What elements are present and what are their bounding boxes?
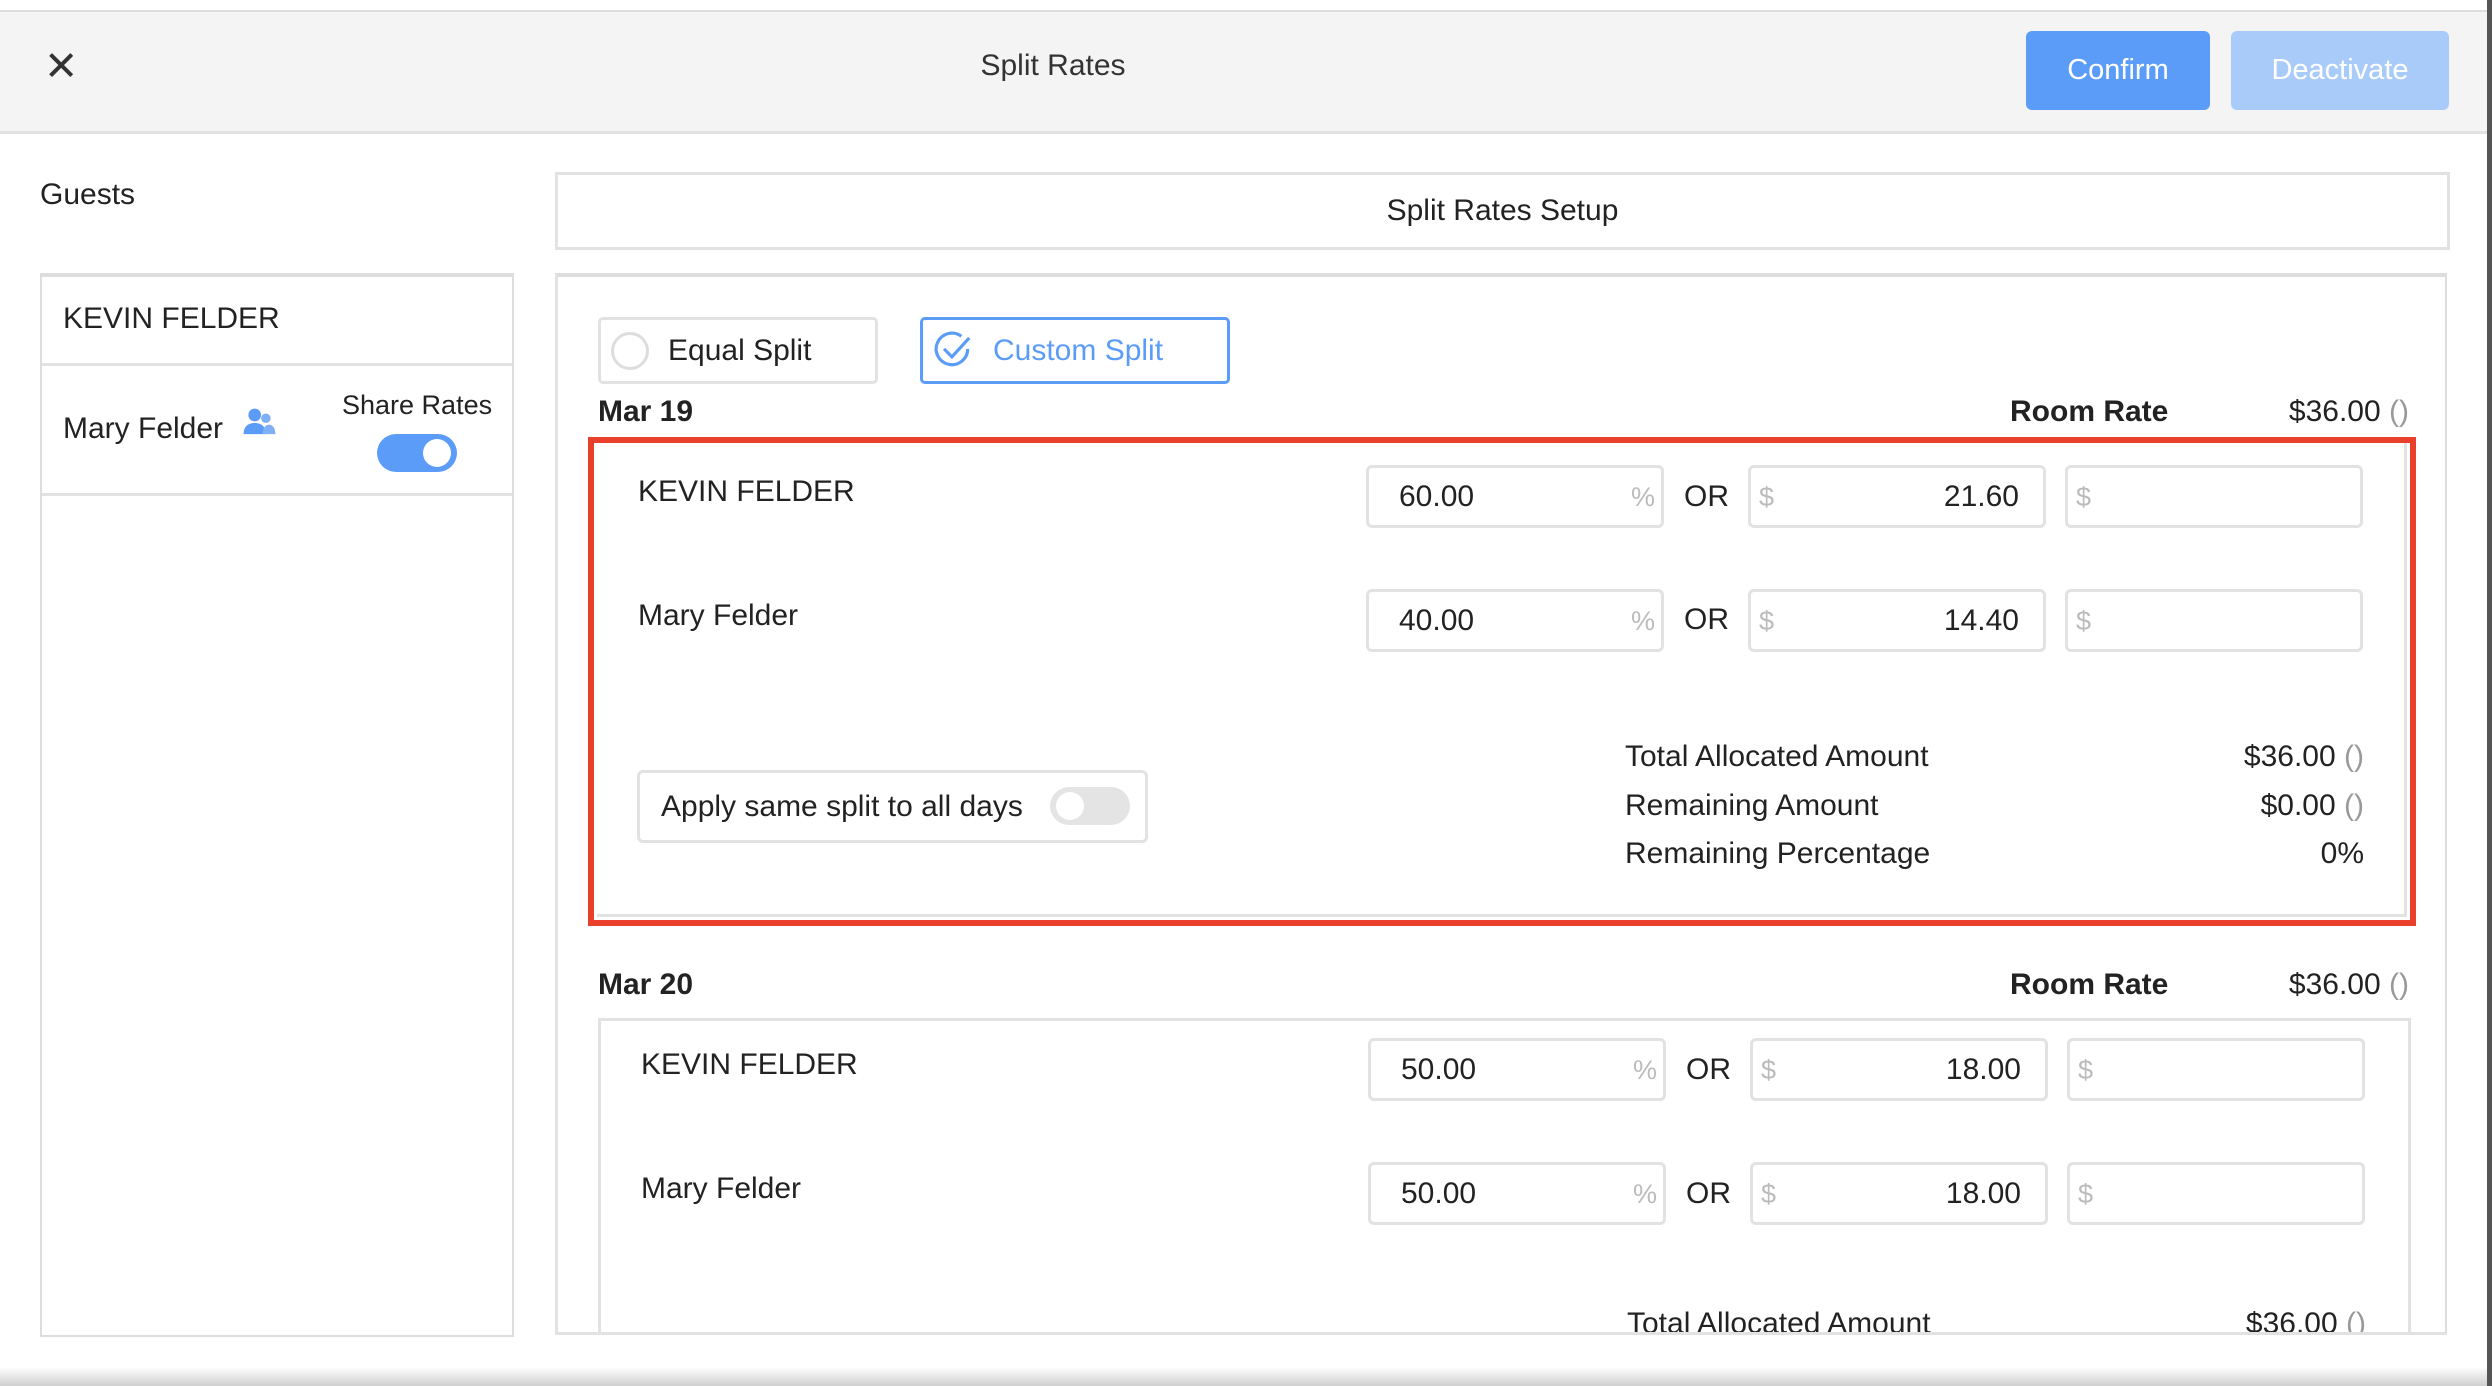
extra-amount-input[interactable]: $ — [2067, 1038, 2365, 1101]
split-guest-name: KEVIN FELDER — [641, 1048, 858, 1081]
confirm-button[interactable]: Confirm — [2026, 31, 2210, 110]
apply-same-split-toggle[interactable] — [1050, 787, 1130, 825]
guest-name: Mary Felder — [63, 412, 224, 445]
or-label: OR — [1686, 1177, 1731, 1210]
total-allocated-label: Total Allocated Amount — [1627, 1307, 1931, 1335]
modal-title: Split Rates — [980, 49, 1126, 82]
modal-header: ✕ Split Rates Confirm Deactivate — [0, 10, 2487, 134]
total-allocated-value: $36.00 () — [2245, 1307, 2366, 1335]
deactivate-button[interactable]: Deactivate — [2231, 31, 2449, 110]
split-guest-name: KEVIN FELDER — [638, 475, 855, 508]
custom-split-option[interactable]: Custom Split — [920, 317, 1230, 384]
close-icon[interactable]: ✕ — [44, 43, 79, 89]
share-rates-toggle[interactable] — [377, 434, 457, 472]
room-rate-value: $36.00 () — [2288, 395, 2409, 428]
extra-amount-input[interactable]: $ — [2065, 589, 2363, 652]
day-split-box: KEVIN FELDER 50.00% OR $18.00 $ Mary Fel… — [598, 1018, 2411, 1335]
check-circle-icon — [934, 331, 971, 367]
remaining-amount-label: Remaining Amount — [1625, 789, 1879, 822]
percent-input[interactable]: 60.00% — [1366, 465, 1664, 528]
apply-same-split-label: Apply same split to all days — [661, 790, 1023, 823]
percent-input[interactable]: 50.00% — [1368, 1038, 1666, 1101]
remaining-percentage-value: 0% — [2320, 837, 2364, 870]
setup-header: Split Rates Setup — [555, 172, 2450, 250]
amount-input[interactable]: $14.40 — [1748, 589, 2046, 652]
remaining-percentage-label: Remaining Percentage — [1625, 837, 1931, 870]
extra-amount-input[interactable]: $ — [2067, 1162, 2365, 1225]
users-icon — [243, 408, 276, 435]
room-rate-label: Room Rate — [2010, 968, 2169, 1001]
guest-name: KEVIN FELDER — [63, 302, 280, 335]
total-allocated-value: $36.00 () — [2243, 740, 2364, 773]
total-allocated-label: Total Allocated Amount — [1625, 740, 1929, 773]
split-guest-name: Mary Felder — [641, 1172, 802, 1205]
amount-input[interactable]: $18.00 — [1750, 1038, 2048, 1101]
guest-list: KEVIN FELDER Mary Felder Share Rates — [40, 273, 514, 1337]
or-label: OR — [1684, 480, 1729, 513]
window-edge — [2487, 0, 2492, 1386]
day-date: Mar 20 — [598, 968, 694, 1001]
guest-item-mary-felder[interactable]: Mary Felder Share Rates — [42, 366, 512, 496]
equal-split-option[interactable]: Equal Split — [598, 317, 878, 384]
percent-input[interactable]: 40.00% — [1366, 589, 1664, 652]
day-date: Mar 19 — [598, 395, 694, 428]
guest-item-kevin-felder[interactable]: KEVIN FELDER — [42, 277, 512, 366]
or-label: OR — [1686, 1053, 1731, 1086]
equal-split-label: Equal Split — [668, 333, 812, 367]
amount-input[interactable]: $18.00 — [1750, 1162, 2048, 1225]
or-label: OR — [1684, 603, 1729, 636]
amount-input[interactable]: $21.60 — [1748, 465, 2046, 528]
share-rates-label: Share Rates — [342, 390, 493, 420]
room-rate-value: $36.00 () — [2288, 968, 2409, 1001]
apply-same-split-control[interactable]: Apply same split to all days — [637, 770, 1148, 843]
day-split-box-highlight: KEVIN FELDER 60.00% OR $21.60 $ Mary Fel… — [588, 437, 2416, 926]
guests-heading: Guests — [40, 178, 136, 211]
radio-unchecked-icon — [611, 331, 649, 370]
custom-split-label: Custom Split — [993, 333, 1164, 367]
window-shadow — [0, 1367, 2492, 1386]
extra-amount-input[interactable]: $ — [2065, 465, 2363, 528]
percent-input[interactable]: 50.00% — [1368, 1162, 1666, 1225]
remaining-amount-value: $0.00 () — [2260, 789, 2364, 822]
room-rate-label: Room Rate — [2010, 395, 2169, 428]
setup-panel: Equal Split Custom Split Mar 19 Room Rat… — [555, 273, 2447, 1335]
split-guest-name: Mary Felder — [638, 599, 799, 632]
